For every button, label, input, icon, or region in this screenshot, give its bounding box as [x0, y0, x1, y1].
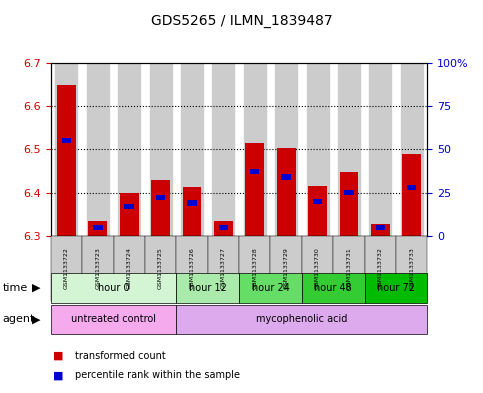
- Text: GSM1133727: GSM1133727: [221, 247, 226, 289]
- Text: GSM1133723: GSM1133723: [95, 247, 100, 289]
- Text: GSM1133722: GSM1133722: [64, 247, 69, 289]
- Text: ■: ■: [53, 351, 64, 361]
- Bar: [57, 85, 76, 236]
- Text: hour 0: hour 0: [98, 283, 129, 293]
- Text: transformed count: transformed count: [75, 351, 166, 361]
- Text: GSM1133729: GSM1133729: [284, 247, 289, 289]
- Bar: [213, 63, 234, 236]
- Text: time: time: [2, 283, 28, 293]
- Bar: [150, 63, 171, 236]
- Text: percentile rank within the sample: percentile rank within the sample: [75, 370, 240, 380]
- Text: agent: agent: [2, 314, 35, 324]
- Text: mycophenolic acid: mycophenolic acid: [256, 314, 348, 324]
- Bar: [402, 154, 421, 236]
- Text: GSM1133726: GSM1133726: [189, 247, 195, 289]
- Bar: [183, 187, 201, 236]
- Text: hour 12: hour 12: [189, 283, 227, 293]
- Bar: [282, 174, 291, 180]
- Text: GSM1133725: GSM1133725: [158, 247, 163, 289]
- Text: GSM1133728: GSM1133728: [252, 247, 257, 289]
- Bar: [214, 221, 233, 236]
- Bar: [401, 63, 423, 236]
- Text: ■: ■: [53, 370, 64, 380]
- Bar: [187, 200, 197, 206]
- Bar: [93, 224, 102, 230]
- Bar: [245, 143, 264, 236]
- Bar: [250, 169, 259, 174]
- Text: hour 24: hour 24: [252, 283, 289, 293]
- Bar: [407, 185, 416, 190]
- Bar: [87, 63, 109, 236]
- Bar: [338, 63, 360, 236]
- Bar: [277, 148, 296, 236]
- Bar: [156, 195, 165, 200]
- Bar: [313, 198, 322, 204]
- Bar: [307, 63, 328, 236]
- Bar: [88, 221, 107, 236]
- Bar: [62, 138, 71, 143]
- Bar: [369, 63, 391, 236]
- Bar: [308, 186, 327, 236]
- Text: GSM1133733: GSM1133733: [409, 247, 414, 289]
- Text: GSM1133732: GSM1133732: [378, 247, 383, 289]
- Text: hour 72: hour 72: [377, 283, 415, 293]
- Bar: [219, 224, 228, 230]
- Bar: [376, 224, 385, 230]
- Text: ▶: ▶: [32, 283, 41, 293]
- Bar: [275, 63, 297, 236]
- Bar: [371, 224, 390, 236]
- Text: GSM1133730: GSM1133730: [315, 247, 320, 289]
- Bar: [340, 172, 358, 236]
- Bar: [181, 63, 203, 236]
- Text: hour 48: hour 48: [314, 283, 352, 293]
- Bar: [244, 63, 266, 236]
- Text: GSM1133731: GSM1133731: [346, 247, 352, 289]
- Bar: [125, 204, 134, 209]
- Bar: [344, 190, 354, 195]
- Bar: [56, 63, 77, 236]
- Text: GDS5265 / ILMN_1839487: GDS5265 / ILMN_1839487: [151, 14, 332, 28]
- Text: untreated control: untreated control: [71, 314, 156, 324]
- Bar: [118, 63, 140, 236]
- Bar: [120, 193, 139, 236]
- Bar: [151, 180, 170, 236]
- Text: GSM1133724: GSM1133724: [127, 247, 132, 289]
- Text: ▶: ▶: [32, 314, 41, 324]
